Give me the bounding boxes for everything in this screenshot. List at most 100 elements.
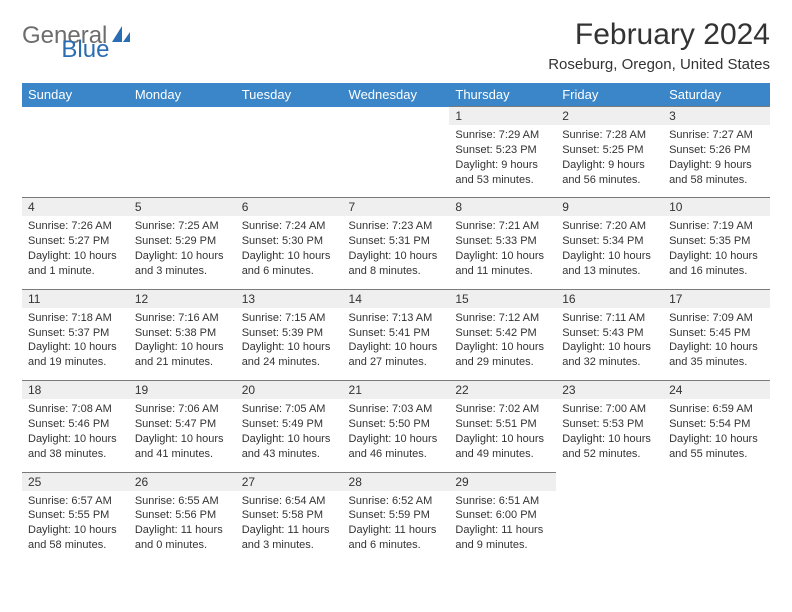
day-number: 22 — [449, 381, 556, 400]
day-number: 3 — [663, 107, 770, 126]
sunrise-line: Sunrise: 6:57 AM — [28, 494, 123, 509]
sunset-line: Sunset: 5:49 PM — [242, 417, 337, 432]
day-cell: Sunrise: 7:25 AMSunset: 5:29 PMDaylight:… — [129, 216, 236, 289]
sunrise-line: Sunrise: 7:00 AM — [562, 402, 657, 417]
daylight-line: Daylight: 10 hours and 8 minutes. — [349, 249, 444, 279]
empty-cell — [343, 125, 450, 198]
day-number: 10 — [663, 198, 770, 217]
sunset-line: Sunset: 5:54 PM — [669, 417, 764, 432]
content-row: Sunrise: 7:26 AMSunset: 5:27 PM Daylight:… — [22, 216, 770, 289]
sunset-line: Sunset: 5:38 PM — [135, 326, 230, 341]
sunrise-line: Sunrise: 7:23 AM — [349, 219, 444, 234]
sunrise-line: Sunrise: 7:19 AM — [669, 219, 764, 234]
day-number: 14 — [343, 289, 450, 308]
sunset-line: Sunset: 5:53 PM — [562, 417, 657, 432]
weekday-header: Wednesday — [343, 83, 450, 107]
daylight-line: Daylight: 9 hours and 56 minutes. — [562, 158, 657, 188]
day-number: 25 — [22, 472, 129, 491]
logo: General Blue — [22, 22, 181, 50]
sunrise-line: Sunrise: 7:11 AM — [562, 311, 657, 326]
empty-cell — [129, 107, 236, 126]
day-cell: Sunrise: 7:06 AMSunset: 5:47 PMDaylight:… — [129, 399, 236, 472]
sunset-line: Sunset: 5:39 PM — [242, 326, 337, 341]
content-row: Sunrise: 7:08 AMSunset: 5:46 PMDaylight:… — [22, 399, 770, 472]
sunset-line: Sunset: 5:25 PM — [562, 143, 657, 158]
weekday-header: Friday — [556, 83, 663, 107]
daynum-row: 123 — [22, 107, 770, 126]
day-number: 17 — [663, 289, 770, 308]
day-cell: Sunrise: 7:29 AMSunset: 5:23 PMDaylight:… — [449, 125, 556, 198]
day-cell: Sunrise: 7:16 AMSunset: 5:38 PMDaylight:… — [129, 308, 236, 381]
sunrise-line: Sunrise: 6:55 AM — [135, 494, 230, 509]
sunset-line: Sunset: 5:58 PM — [242, 508, 337, 523]
header: General Blue February 2024 Roseburg, Ore… — [22, 18, 770, 73]
sunset-line: Sunset: 5:47 PM — [135, 417, 230, 432]
sunrise-line: Sunrise: 7:21 AM — [455, 219, 550, 234]
sail-icon — [110, 24, 132, 49]
sunset-line: Sunset: 5:30 PM — [242, 234, 337, 249]
day-cell: Sunrise: 7:13 AMSunset: 5:41 PMDaylight:… — [343, 308, 450, 381]
sunset-line: Sunset: 5:23 PM — [455, 143, 550, 158]
empty-cell — [129, 125, 236, 198]
page-subtitle: Roseburg, Oregon, United States — [548, 56, 770, 73]
day-cell: Sunrise: 7:24 AMSunset: 5:30 PMDaylight:… — [236, 216, 343, 289]
sunrise-line: Sunrise: 7:12 AM — [455, 311, 550, 326]
day-cell: Sunrise: 6:59 AMSunset: 5:54 PMDaylight:… — [663, 399, 770, 472]
sunset-line: Sunset: 5:56 PM — [135, 508, 230, 523]
day-cell: Sunrise: 7:00 AMSunset: 5:53 PMDaylight:… — [556, 399, 663, 472]
day-number: 1 — [449, 107, 556, 126]
daylight-line: Daylight: 11 hours and 3 minutes. — [242, 523, 337, 553]
day-cell: Sunrise: 7:26 AMSunset: 5:27 PMDaylight:… — [22, 216, 129, 289]
sunrise-line: Sunrise: 6:59 AM — [669, 402, 764, 417]
day-number: 24 — [663, 381, 770, 400]
sunset-line: Sunset: 5:41 PM — [349, 326, 444, 341]
day-cell: Sunrise: 6:57 AMSunset: 5:55 PMDaylight:… — [22, 491, 129, 563]
weekday-header: Sunday — [22, 83, 129, 107]
calendar-page: General Blue February 2024 Roseburg, Ore… — [0, 0, 792, 581]
daylight-line: Daylight: 10 hours and 16 minutes. — [669, 249, 764, 279]
sunset-line: Sunset: 5:35 PM — [669, 234, 764, 249]
day-number: 8 — [449, 198, 556, 217]
page-title: February 2024 — [548, 18, 770, 52]
sunrise-line: Sunrise: 6:51 AM — [455, 494, 550, 509]
empty-cell — [663, 472, 770, 491]
sunrise-line: Sunrise: 7:08 AM — [28, 402, 123, 417]
sunset-line: Sunset: 5:55 PM — [28, 508, 123, 523]
daylight-line: Daylight: 10 hours and 21 minutes. — [135, 340, 230, 370]
day-number: 28 — [343, 472, 450, 491]
daylight-line: Daylight: 11 hours and 9 minutes. — [455, 523, 550, 553]
daylight-line: Daylight: 10 hours and 49 minutes. — [455, 432, 550, 462]
sunrise-line: Sunrise: 6:52 AM — [349, 494, 444, 509]
daylight-line: Daylight: 10 hours and 27 minutes. — [349, 340, 444, 370]
sunset-line: Sunset: 5:27 PM — [28, 234, 123, 249]
sunset-line: Sunset: 5:37 PM — [28, 326, 123, 341]
sunset-line: Sunset: 5:42 PM — [455, 326, 550, 341]
sunrise-line: Sunrise: 7:26 AM — [28, 219, 123, 234]
day-number: 26 — [129, 472, 236, 491]
day-number: 9 — [556, 198, 663, 217]
day-number: 18 — [22, 381, 129, 400]
sunset-line: Sunset: 5:31 PM — [349, 234, 444, 249]
title-block: February 2024 Roseburg, Oregon, United S… — [548, 18, 770, 73]
sunset-line: Sunset: 5:29 PM — [135, 234, 230, 249]
sunrise-line: Sunrise: 7:25 AM — [135, 219, 230, 234]
empty-cell — [236, 125, 343, 198]
sunset-line: Sunset: 5:51 PM — [455, 417, 550, 432]
day-number: 23 — [556, 381, 663, 400]
sunrise-line: Sunrise: 7:15 AM — [242, 311, 337, 326]
daylight-line: Daylight: 10 hours and 32 minutes. — [562, 340, 657, 370]
day-cell: Sunrise: 7:20 AMSunset: 5:34 PMDaylight:… — [556, 216, 663, 289]
day-number: 13 — [236, 289, 343, 308]
calendar-table: Sunday Monday Tuesday Wednesday Thursday… — [22, 83, 770, 563]
sunrise-line: Sunrise: 6:54 AM — [242, 494, 337, 509]
sunrise-line: Sunrise: 7:18 AM — [28, 311, 123, 326]
daylight-line: Daylight: 10 hours and 11 minutes. — [455, 249, 550, 279]
weekday-header: Saturday — [663, 83, 770, 107]
sunset-line: Sunset: 5:59 PM — [349, 508, 444, 523]
daylight-line: Daylight: 10 hours and 24 minutes. — [242, 340, 337, 370]
day-cell: Sunrise: 7:27 AMSunset: 5:26 PMDaylight:… — [663, 125, 770, 198]
weekday-header-row: Sunday Monday Tuesday Wednesday Thursday… — [22, 83, 770, 107]
content-row: Sunrise: 7:18 AMSunset: 5:37 PM Daylight:… — [22, 308, 770, 381]
sunrise-line: Sunrise: 7:05 AM — [242, 402, 337, 417]
sunrise-line: Sunrise: 7:28 AM — [562, 128, 657, 143]
